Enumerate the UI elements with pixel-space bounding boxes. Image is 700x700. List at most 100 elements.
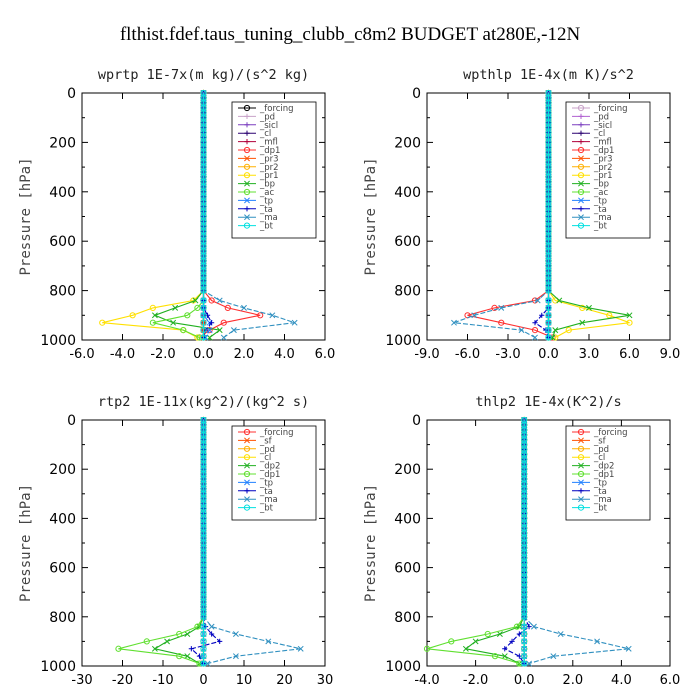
series-point (552, 297, 559, 304)
series-point (143, 638, 150, 645)
x-tick-label: 0 (199, 673, 207, 688)
legend-entry: _dp1 (593, 146, 614, 156)
series-point (606, 312, 613, 319)
budget-panel: thlp2 1E-4x(K^2)/s Pressure [hPa] 0 200 400 6… (363, 394, 680, 688)
series-point (209, 631, 215, 637)
x-tick-label: 0.0 (538, 347, 559, 362)
legend-entry: _dp1 (259, 470, 280, 480)
y-tick-label: 1000 (385, 659, 421, 675)
panel-title: wprtp 1E-7x(m kg)/(s^2 kg) (98, 67, 309, 83)
budget-panel: rtp2 1E-11x(kg^2)/(kg^2 s) Pressure [hPa]… (18, 394, 333, 688)
series-point (521, 653, 528, 660)
x-tick-label: -6.0 (455, 347, 480, 362)
y-tick-label: 600 (49, 561, 76, 577)
y-tick-label: 200 (49, 462, 76, 478)
series-point (502, 646, 508, 652)
series-point (265, 638, 272, 645)
legend-entry: _sf (259, 436, 273, 446)
series-point (491, 653, 499, 660)
series-point (552, 327, 559, 334)
legend: _forcing_sf_pd_cl_dp2_dp1_tp_ta_ma_bt (565, 425, 651, 521)
series-point (531, 327, 539, 334)
legend-marker (577, 222, 585, 229)
series-point (579, 304, 586, 311)
x-tick-label: -30 (71, 673, 92, 688)
series-point (200, 312, 207, 319)
series-point (545, 334, 552, 341)
legend-entry: _sicl (593, 121, 612, 131)
legend-entry: _tp (593, 478, 607, 488)
legend-entry: _forcing (259, 428, 294, 438)
legend-entry: _ma (259, 495, 278, 505)
series-point (516, 631, 522, 637)
x-tick-label: -2.0 (463, 673, 488, 688)
x-tick-label: 6.0 (619, 347, 640, 362)
legend-marker (578, 130, 584, 136)
legend-entry: _cl (259, 129, 271, 139)
series-point (180, 327, 187, 334)
series-point (200, 327, 207, 334)
legend-marker (578, 180, 584, 187)
series-point (200, 613, 207, 620)
budget-panel: wprtp 1E-7x(m kg)/(s^2 kg) Pressure [hPa]… (18, 67, 335, 362)
legend-marker (578, 139, 584, 145)
legend-marker (577, 428, 585, 436)
legend-marker (243, 188, 251, 196)
series-line (118, 420, 205, 666)
series-point (241, 304, 247, 311)
legend-entry: _pr1 (593, 171, 613, 181)
x-tick-label: -9.0 (414, 347, 439, 362)
x-tick-label: 2.0 (234, 347, 255, 362)
y-tick-label: 600 (49, 234, 76, 250)
legend-marker (578, 197, 584, 204)
legend-marker (244, 139, 250, 145)
legend-entry: _pr1 (259, 171, 279, 181)
series-point (526, 624, 532, 630)
legend-marker (578, 488, 584, 494)
series-point (194, 304, 201, 311)
series-markers (464, 89, 556, 341)
series-markers (451, 90, 552, 341)
series-point (484, 630, 491, 638)
legend-entry: _mfl (259, 138, 278, 148)
legend-marker (243, 445, 251, 452)
series-point (200, 297, 207, 304)
legend-marker (578, 437, 584, 444)
legend-marker (244, 496, 250, 503)
legend-marker (243, 504, 251, 511)
series-point (498, 319, 505, 326)
x-tick-label: 6.0 (660, 673, 681, 688)
series-point (188, 646, 194, 652)
x-tick-label: 20 (276, 673, 293, 688)
legend-entry: _ac (259, 188, 274, 198)
series-point (513, 623, 521, 630)
series-point (194, 334, 201, 341)
legend-marker (244, 488, 250, 494)
series-point (579, 319, 586, 326)
series-point (472, 638, 479, 645)
legend-entry: _sicl (259, 121, 278, 131)
series-point (149, 319, 156, 326)
y-tick-label: 200 (49, 135, 76, 151)
legend-entry: _sf (593, 436, 607, 446)
series-point (516, 653, 522, 659)
y-tick-label: 800 (394, 610, 421, 626)
legend-entry: _cl (593, 453, 605, 463)
legend-marker (578, 214, 584, 221)
x-tick-label: 0.0 (514, 673, 535, 688)
y-tick-label: 0 (412, 86, 421, 102)
legend-marker (577, 104, 585, 112)
legend-entry: _bt (593, 222, 608, 232)
series-point (550, 653, 557, 660)
legend-entry: _bt (259, 504, 274, 514)
x-tick-label: 3.0 (579, 347, 600, 362)
legend-marker (577, 163, 585, 170)
series-point (532, 334, 538, 341)
series-point (129, 312, 136, 319)
legend-marker (578, 113, 584, 119)
legend-marker (243, 470, 251, 478)
series-point (217, 638, 223, 644)
legend-marker (578, 155, 584, 162)
series-point (509, 638, 515, 644)
